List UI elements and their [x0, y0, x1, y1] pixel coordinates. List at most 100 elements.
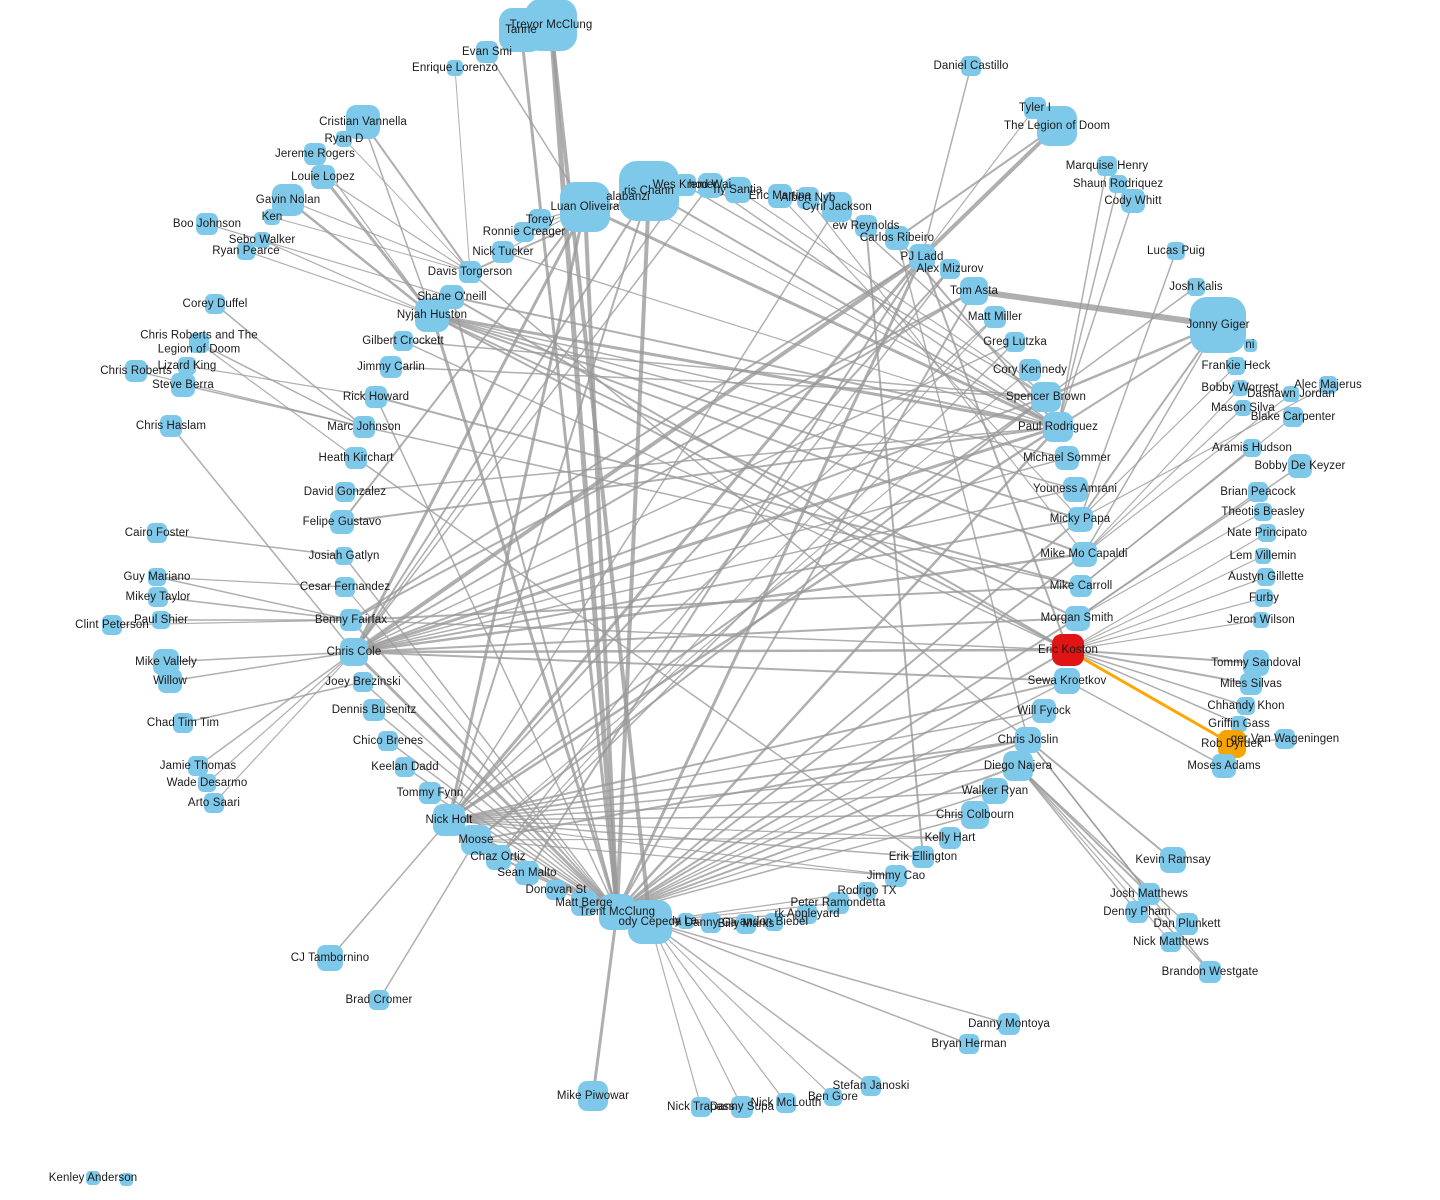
graph-node-marc-johnson[interactable] — [353, 416, 375, 438]
graph-node-peter-ramondetta[interactable] — [827, 892, 849, 914]
graph-node-aramis-hudson[interactable] — [1243, 439, 1261, 457]
graph-node-sean-malto[interactable] — [515, 861, 539, 885]
graph-node-kevin-ramsay[interactable] — [1160, 847, 1186, 873]
graph-node-clint-peterson[interactable] — [102, 615, 122, 635]
graph-node-nick-tucker[interactable] — [492, 241, 514, 263]
graph-node-spencer-brown[interactable] — [1031, 382, 1061, 412]
graph-node-matt-miller[interactable] — [984, 306, 1006, 328]
graph-node-joey-brezinski[interactable] — [353, 672, 373, 692]
graph-node-eric-martina[interactable] — [768, 184, 792, 208]
graph-node-the-legion-of-doom[interactable] — [1037, 106, 1077, 146]
graph-node-luan-oliveira[interactable] — [560, 182, 610, 232]
graph-node-alabanzi[interactable] — [619, 188, 637, 206]
graph-node-mike-piwowar[interactable] — [578, 1081, 608, 1111]
graph-node-cyril-jackson[interactable] — [822, 192, 852, 222]
graph-node-jimmy-cao[interactable] — [885, 865, 907, 887]
graph-node-dashawn-jordan[interactable] — [1283, 386, 1299, 402]
graph-node-cj-tambornino[interactable] — [317, 945, 343, 971]
graph-node-josh-kalis[interactable] — [1187, 278, 1205, 296]
graph-node-wes-kremer[interactable] — [674, 174, 696, 196]
graph-node-david-gonzalez[interactable] — [335, 482, 355, 502]
graph-node-miles-silvas[interactable] — [1240, 673, 1262, 695]
graph-node-sewa-kroetkov[interactable] — [1054, 668, 1080, 694]
graph-node-jimmy-carlin[interactable] — [380, 356, 402, 378]
graph-node-frankie-heck[interactable] — [1227, 357, 1245, 375]
graph-node-alex-mizurov[interactable] — [940, 259, 960, 279]
graph-node-chaz-ortiz[interactable] — [485, 844, 511, 870]
graph-node-albert-nyb[interactable] — [797, 187, 819, 209]
graph-node-ken[interactable] — [264, 209, 280, 225]
graph-node-carlos-ribeiro[interactable] — [885, 226, 909, 250]
graph-node-trevor-mcclung[interactable] — [525, 0, 577, 51]
graph-node-chris-colbourn[interactable] — [961, 801, 989, 829]
graph-node-ody-cepeda[interactable] — [628, 900, 672, 944]
graph-node-ni[interactable] — [1243, 338, 1257, 352]
graph-node-chhandy-khon[interactable] — [1237, 697, 1255, 715]
graph-node-felipe-gustavo[interactable] — [330, 510, 354, 534]
graph-node-nick-matthews[interactable] — [1161, 932, 1181, 952]
graph-node-denny-pham[interactable] — [1126, 901, 1148, 923]
graph-node-ew-reynolds[interactable] — [855, 215, 877, 237]
graph-node-jonny-giger[interactable] — [1190, 297, 1246, 353]
graph-node-chris-cole[interactable] — [340, 638, 368, 666]
graph-node-guy-mariano[interactable] — [148, 568, 166, 586]
graph-node-sebo-walker[interactable] — [254, 232, 270, 248]
graph-node-blake-carpenter[interactable] — [1283, 407, 1303, 427]
graph-node-steve-berra[interactable] — [171, 373, 195, 397]
graph-node-alec-majerus[interactable] — [1319, 376, 1337, 394]
graph-node-cody-whitt[interactable] — [1121, 189, 1145, 213]
graph-node-danny-ga[interactable] — [701, 913, 721, 933]
graph-node-torey[interactable] — [529, 209, 551, 231]
graph-node-jeron-wilson[interactable] — [1253, 612, 1269, 628]
graph-node-pj-ladd[interactable] — [909, 244, 935, 270]
graph-node-ryan-pearce[interactable] — [237, 242, 255, 260]
graph-node-davis-torgerson[interactable] — [459, 261, 481, 283]
graph-node-josiah-gatlyn[interactable] — [335, 547, 353, 565]
graph-node-stefan-janoski[interactable] — [861, 1076, 881, 1096]
graph-node-moses-adams[interactable] — [1212, 754, 1236, 778]
graph-node-y-la[interactable] — [678, 913, 694, 929]
graph-node-josh-matthews[interactable] — [1138, 883, 1160, 905]
graph-node-mason-silva[interactable] — [1235, 400, 1251, 416]
graph-node-keelan-dadd[interactable] — [395, 757, 415, 777]
graph-node-rob-dyrdek[interactable] — [1218, 730, 1246, 758]
graph-node-heath-kirchart[interactable] — [345, 447, 367, 469]
graph-node-shaun-rodriquez[interactable] — [1109, 175, 1127, 193]
graph-node-chad-tim-tim[interactable] — [173, 713, 193, 733]
graph-node-jereme-rogers[interactable] — [304, 143, 326, 165]
graph-node-morgan-smith[interactable] — [1064, 605, 1090, 631]
graph-node-rodrigo-tx[interactable] — [858, 882, 876, 900]
graph-node-rk-appleyard[interactable] — [797, 904, 817, 924]
graph-node-bryan-herman[interactable] — [959, 1034, 979, 1054]
graph-node-furby[interactable] — [1255, 589, 1273, 607]
graph-node-tommy-fynn[interactable] — [419, 782, 441, 804]
graph-node-arto-saari[interactable] — [204, 793, 224, 813]
graph-node-node[interactable] — [119, 1172, 133, 1186]
graph-node-corey-duffel[interactable] — [205, 294, 225, 314]
graph-node-brandon-westgate[interactable] — [1199, 961, 1221, 983]
graph-node-paul-rodriguez[interactable] — [1043, 412, 1073, 442]
graph-node-paul-shier[interactable] — [152, 611, 170, 629]
graph-node-mike-carroll[interactable] — [1070, 575, 1092, 597]
graph-node-lucas-puig[interactable] — [1167, 242, 1185, 260]
graph-node-kenley-anderson[interactable] — [86, 1171, 100, 1185]
graph-node-kelly-hart[interactable] — [939, 827, 961, 849]
graph-node-cairo-foster[interactable] — [147, 523, 167, 543]
graph-node-lizard-king[interactable] — [178, 357, 196, 375]
graph-node-will-fyock[interactable] — [1032, 699, 1056, 723]
graph-node-boo-johnson[interactable] — [196, 213, 218, 235]
graph-node-mikey-taylor[interactable] — [148, 587, 168, 607]
graph-node-willow[interactable] — [158, 669, 182, 693]
graph-node-erik-ellington[interactable] — [912, 846, 934, 868]
graph-node-dan-plunkett[interactable] — [1176, 913, 1198, 935]
graph-node-michael-sommer[interactable] — [1055, 446, 1079, 470]
graph-node-evan-smi[interactable] — [476, 41, 498, 63]
graph-node-cesar-fernandez[interactable] — [335, 577, 355, 597]
graph-node-matt-berge[interactable] — [571, 890, 597, 916]
graph-node-dennis-busenitz[interactable] — [363, 699, 385, 721]
graph-node-ger-van-wageningen[interactable] — [1275, 729, 1295, 749]
graph-node-chico-brenes[interactable] — [378, 731, 398, 751]
graph-node-greg-lutzka[interactable] — [1005, 332, 1025, 352]
graph-node-cory-kennedy[interactable] — [1019, 359, 1041, 381]
graph-node-ben-gore[interactable] — [824, 1088, 842, 1106]
